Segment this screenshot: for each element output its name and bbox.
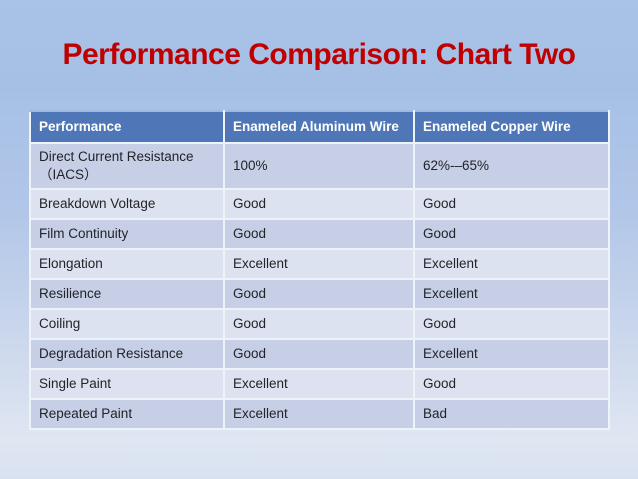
performance-cell: Elongation	[29, 248, 225, 280]
copper-value-cell: Bad	[413, 398, 610, 430]
performance-cell: Film Continuity	[29, 218, 225, 250]
table-row-resilience: Resilience Good Excellent	[29, 278, 610, 310]
table-row-repeated-paint: Repeated Paint Excellent Bad	[29, 398, 610, 430]
aluminum-value-cell: Good	[223, 278, 415, 310]
table-row-breakdown-voltage: Breakdown Voltage Good Good	[29, 188, 610, 220]
table-row-film-continuity: Film Continuity Good Good	[29, 218, 610, 250]
aluminum-value-cell: Good	[223, 338, 415, 370]
copper-value-cell: Excellent	[413, 278, 610, 310]
column-header-aluminum-wire: Enameled Aluminum Wire	[223, 110, 415, 144]
table-row-degradation-resistance: Degradation Resistance Good Excellent	[29, 338, 610, 370]
copper-value-cell: Excellent	[413, 338, 610, 370]
performance-cell: Coiling	[29, 308, 225, 340]
aluminum-value-cell: Good	[223, 308, 415, 340]
slide-title: Performance Comparison: Chart Two	[62, 38, 576, 71]
copper-value-cell: Excellent	[413, 248, 610, 280]
column-header-copper-wire: Enameled Copper Wire	[413, 110, 610, 144]
table-row-coiling: Coiling Good Good	[29, 308, 610, 340]
table-row-direct-current-resistance: Direct Current Resistance （IACS） 100% 62…	[29, 142, 610, 190]
copper-value-cell: Good	[413, 188, 610, 220]
column-header-performance: Performance	[29, 110, 225, 144]
copper-value-cell: 62%-–65%	[413, 142, 610, 190]
performance-cell: Repeated Paint	[29, 398, 225, 430]
copper-value-cell: Good	[413, 308, 610, 340]
performance-cell: Resilience	[29, 278, 225, 310]
performance-cell: Degradation Resistance	[29, 338, 225, 370]
performance-cell: Single Paint	[29, 368, 225, 400]
aluminum-value-cell: 100%	[223, 142, 415, 190]
comparison-table-container: Performance Enameled Aluminum Wire Ename…	[29, 110, 610, 430]
aluminum-value-cell: Excellent	[223, 368, 415, 400]
copper-value-cell: Good	[413, 218, 610, 250]
performance-cell: Breakdown Voltage	[29, 188, 225, 220]
table-header-row: Performance Enameled Aluminum Wire Ename…	[29, 110, 610, 144]
copper-value-cell: Good	[413, 368, 610, 400]
aluminum-value-cell: Good	[223, 188, 415, 220]
aluminum-value-cell: Excellent	[223, 398, 415, 430]
aluminum-value-cell: Good	[223, 218, 415, 250]
comparison-table: Performance Enameled Aluminum Wire Ename…	[29, 110, 610, 430]
aluminum-value-cell: Excellent	[223, 248, 415, 280]
table-row-single-paint: Single Paint Excellent Good	[29, 368, 610, 400]
table-row-elongation: Elongation Excellent Excellent	[29, 248, 610, 280]
performance-cell: Direct Current Resistance （IACS）	[29, 142, 225, 190]
